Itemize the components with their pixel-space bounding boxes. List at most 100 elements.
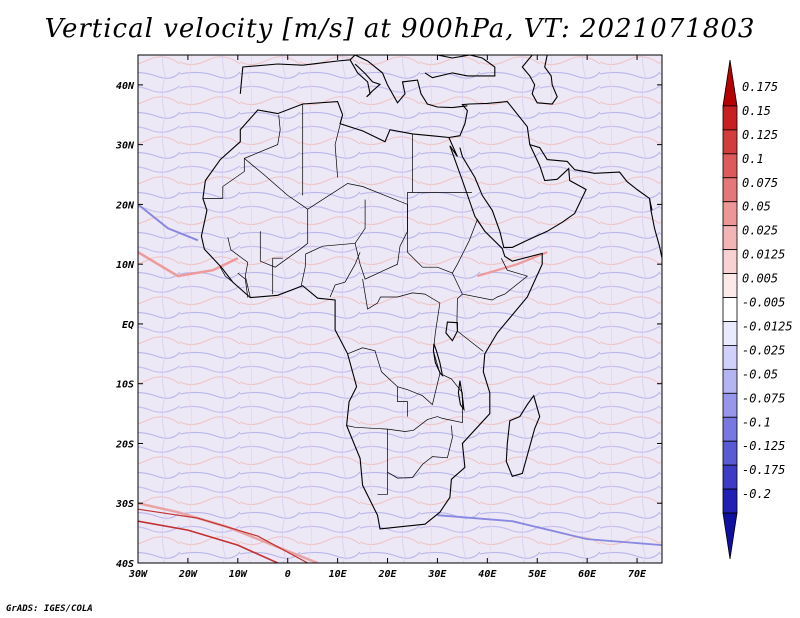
colorbar-swatch (722, 488, 738, 514)
chart-title: Vertical velocity [m/s] at 900hPa, VT: 2… (44, 14, 756, 44)
colorbar-label: 0.05 (742, 200, 771, 214)
colorbar-label: 0.15 (742, 104, 771, 118)
colorbar-label: 0.125 (742, 128, 778, 142)
border-15 (433, 302, 463, 424)
coast-south-asia (529, 144, 653, 211)
colorbar-label: 0.175 (742, 80, 778, 94)
border-20 (397, 386, 408, 417)
x-tick-label: 40E (478, 569, 497, 580)
colorbar-label: 0.0125 (742, 248, 785, 262)
band-4 (138, 203, 199, 242)
y-tick-label: 40N (116, 81, 135, 92)
x-tick-label: 10W (229, 569, 248, 580)
border-17 (346, 416, 438, 432)
colorbar-label: 0.005 (742, 272, 778, 286)
colorbar-swatch (722, 416, 738, 442)
colorbar-swatch (722, 392, 738, 418)
border-23 (272, 257, 283, 295)
coast-madagascar (505, 394, 541, 477)
colorbar-swatch (722, 177, 738, 203)
border-7 (227, 237, 251, 298)
y-axis: 40N 30N 20N 10N EQ 10S 20S 30S 40S (115, 81, 662, 570)
colorbar-label: -0.0125 (742, 319, 793, 333)
border-19 (377, 472, 388, 495)
coast-arabia (448, 101, 587, 248)
x-tick-label: 50E (528, 569, 547, 580)
border-10 (362, 279, 441, 310)
colorbar-swatch (722, 297, 738, 322)
x-tick-label: 30E (427, 569, 447, 580)
border-3 (334, 114, 343, 178)
y-tick-label: 30S (115, 499, 134, 510)
coast-italy (349, 59, 382, 98)
band-1 (138, 520, 279, 563)
colorbar-swatch (722, 273, 738, 298)
x-tick-label: 10E (329, 569, 348, 580)
y-tick-label: EQ (122, 320, 134, 331)
border-8 (300, 242, 356, 286)
x-axis: 30W 20W 10W 0 10E 20E 30E 40E 50E 60E 70E (128, 55, 647, 580)
colorbar-swatch (722, 345, 738, 370)
colorbar-swatch (722, 464, 738, 490)
colorbar-swatch (722, 201, 738, 227)
colorbar-swatch (722, 225, 738, 251)
colorbar-label: -0.075 (742, 391, 785, 405)
colorbar: 0.175 0.15 0.125 0.1 0.075 0.05 0.025 0.0125 0.0… (722, 59, 793, 560)
band-5 (477, 251, 548, 278)
coast-europe (239, 55, 468, 109)
border-18 (387, 425, 453, 479)
x-tick-label: 20E (377, 569, 397, 580)
colorbar-swatch (722, 440, 738, 466)
colorbar-swatch (722, 321, 738, 346)
colorbar-bottom-arrow (722, 512, 738, 560)
border-5 (202, 114, 281, 199)
colorbar-top-arrow (722, 59, 738, 107)
x-tick-label: 20W (178, 569, 198, 580)
x-tick-label: 70E (628, 569, 647, 580)
colorbar-label: -0.175 (742, 463, 785, 477)
border-22 (219, 267, 234, 283)
y-tick-label: 10S (116, 380, 134, 391)
colorbar-swatch (722, 105, 738, 131)
colorbar-swatch (722, 129, 738, 155)
velocity-band-features (138, 203, 662, 563)
grads-credit: GrADS: IGES/COLA (6, 604, 93, 614)
colorbar-swatch (722, 368, 738, 394)
colorbar-label: -0.005 (742, 296, 785, 310)
coast-india (648, 198, 662, 259)
colorbar-label: 0.1 (742, 152, 764, 166)
colorbar-label: 0.075 (742, 176, 778, 190)
colorbar-label: -0.2 (742, 487, 771, 501)
y-tick-label: 40S (116, 559, 134, 570)
y-tick-label: 30N (115, 141, 135, 152)
colorbar-label: -0.025 (742, 343, 785, 357)
y-tick-label: 10N (116, 260, 135, 271)
y-tick-label: 20S (115, 439, 134, 450)
x-tick-label: 30W (128, 569, 148, 580)
colorbar-label: 0.025 (742, 224, 778, 238)
colorbar-label: -0.125 (742, 439, 785, 453)
y-tick-label: 20N (115, 200, 135, 211)
coast-black-sea (424, 55, 496, 79)
x-tick-label: 60E (578, 569, 597, 580)
coast-caspian (521, 55, 558, 105)
border-24 (237, 272, 249, 298)
border-13 (452, 258, 529, 301)
plot-frame (137, 54, 663, 564)
border-0 (244, 158, 413, 210)
band-3 (138, 251, 239, 278)
colorbar-swatch (722, 153, 738, 179)
border-6 (259, 209, 309, 268)
border-11 (407, 204, 470, 274)
border-9 (329, 252, 361, 298)
x-tick-label: 0 (285, 569, 291, 580)
lake-0 (445, 321, 458, 342)
border-12 (469, 218, 486, 241)
colorbar-swatch (722, 249, 738, 274)
colorbar-label: -0.05 (742, 367, 778, 381)
country-borders (202, 104, 529, 495)
band-6 (437, 514, 662, 546)
border-4 (354, 199, 408, 280)
border-14 (456, 293, 484, 352)
